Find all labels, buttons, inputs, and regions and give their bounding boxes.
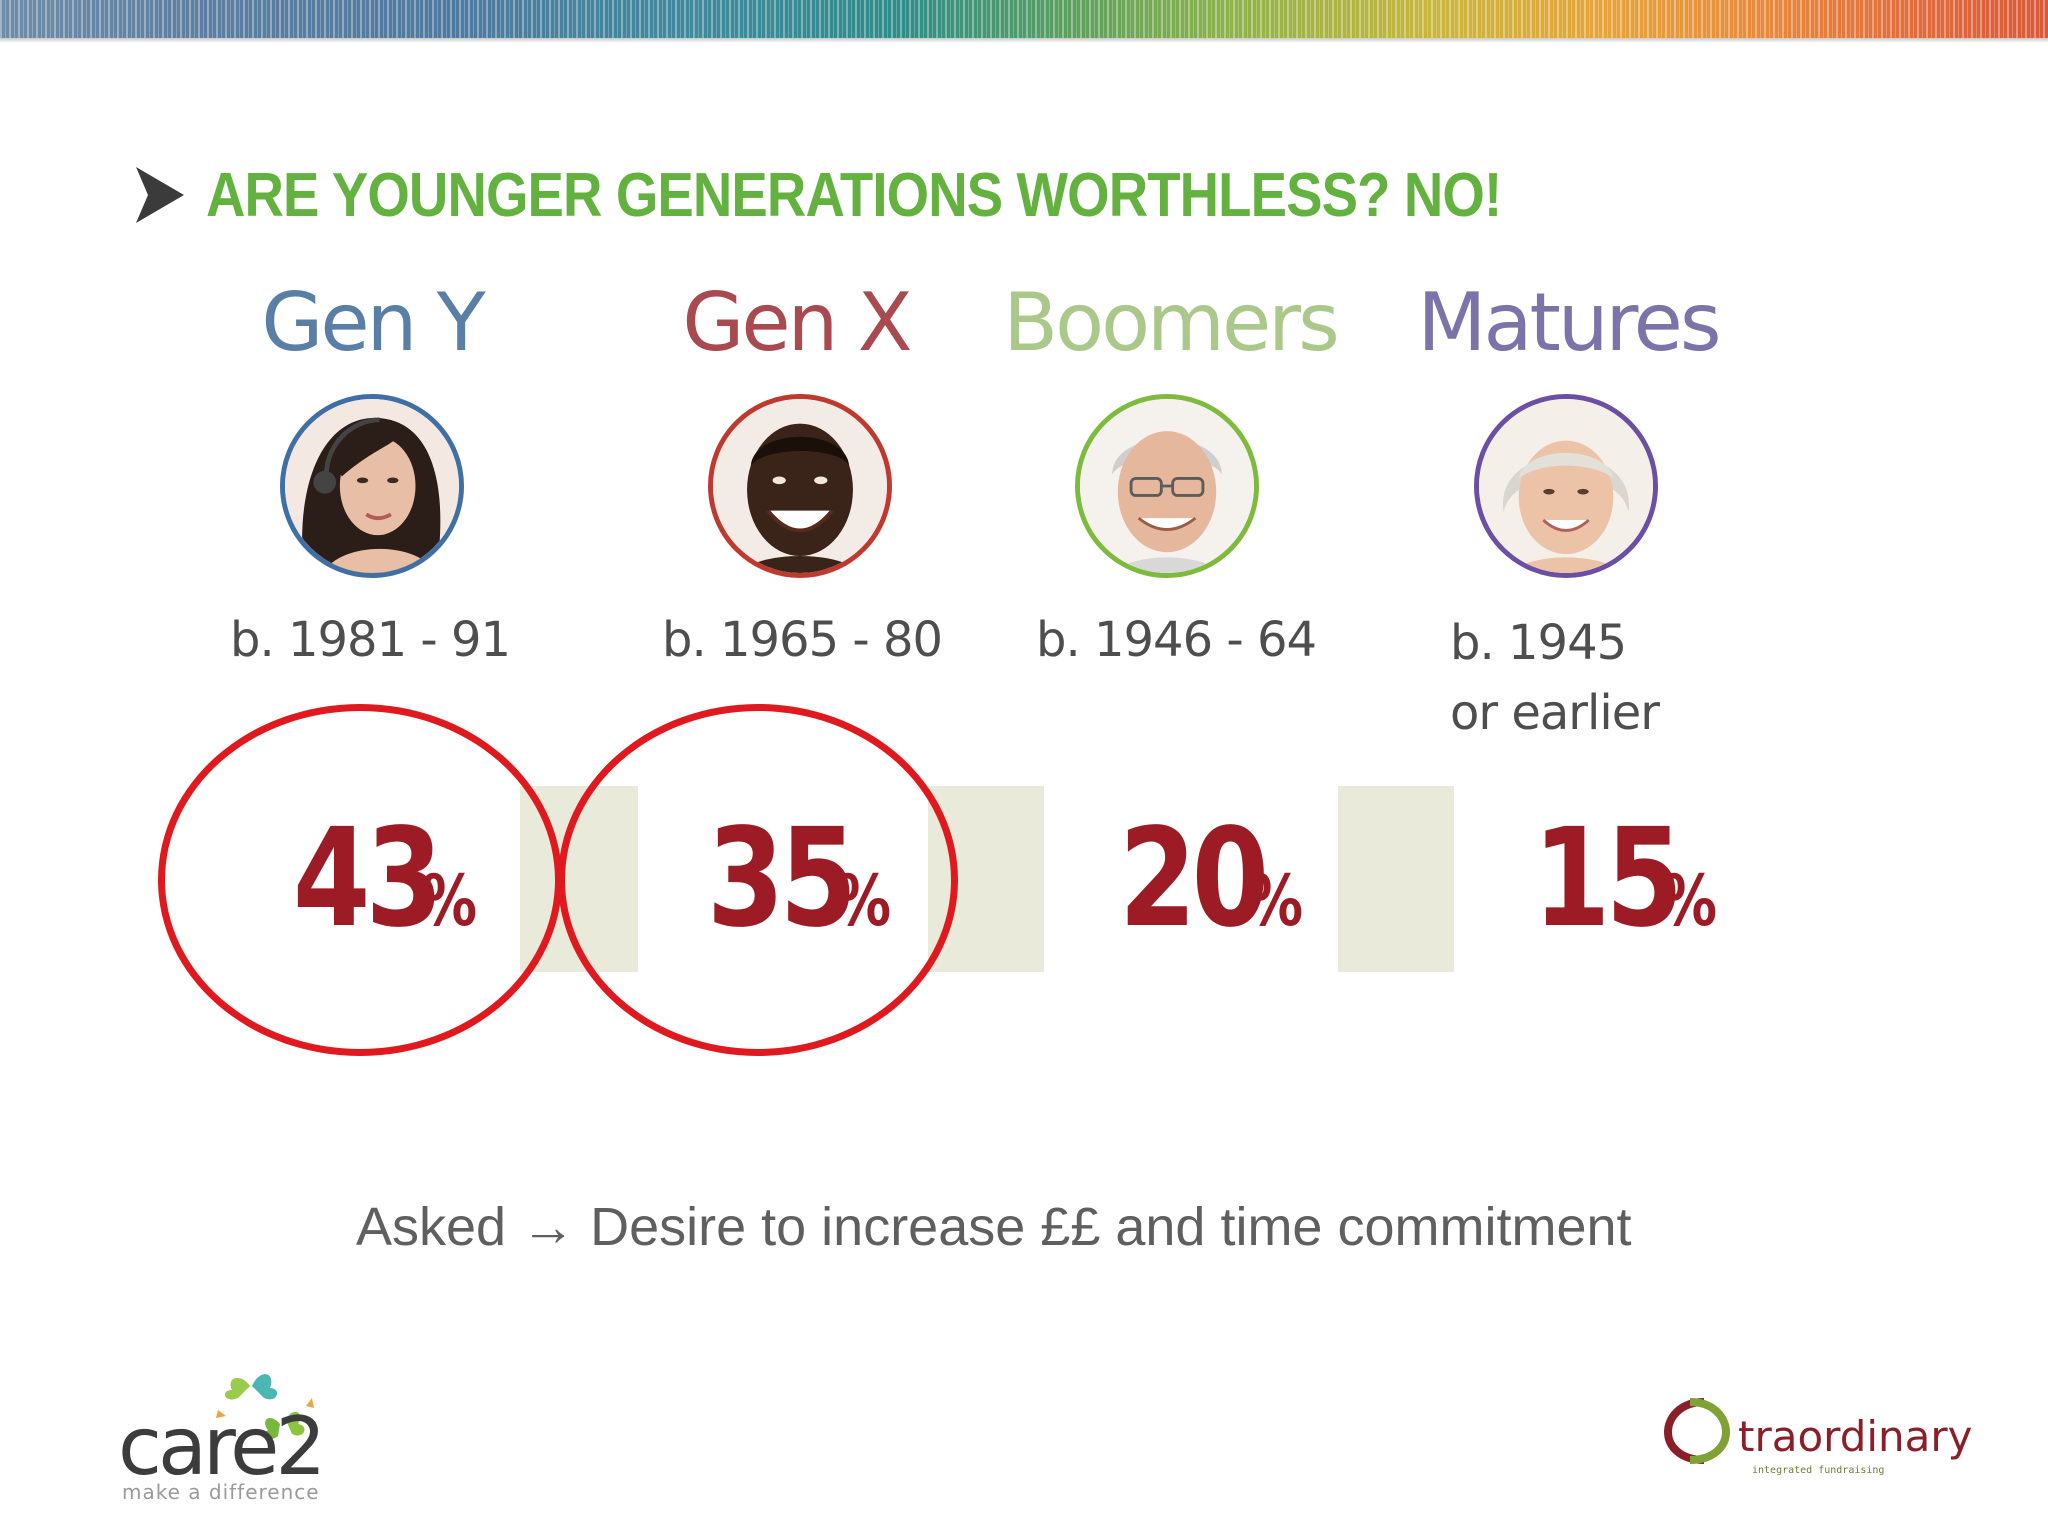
care2-logo [216,1374,314,1440]
highlight-ring-gen-y [158,704,562,1056]
boomer-avatar [1075,394,1259,578]
band-segment [1338,786,1454,972]
percent-matures-value: 15 [1533,800,1683,958]
xtraordinary-wordmark: traordinary [1738,1412,1973,1461]
slide-title-row: ARE YOUNGER GENERATIONS WORTHLESS? NO! [132,150,1678,240]
xtraordinary-logo [1663,1398,1731,1464]
born-gen-y: b. 1981 - 91 [229,612,511,668]
percent-boomers-symbol: % [1246,860,1303,942]
born-gen-x: b. 1965 - 80 [661,612,943,668]
x-mark-icon [1663,1398,1705,1464]
born-matures-line2: or earlier [1450,685,1660,741]
gen-name-boomers: Boomers [1003,276,1340,369]
gen-name-matures: Matures [1417,276,1721,369]
care2-wordmark: care2 [118,1400,326,1493]
percent-matures: 15% [1466,800,1766,958]
gen-name-gen-x: Gen X [682,276,912,369]
decorative-color-strip [0,0,2048,43]
percent-boomers: 20% [1052,800,1352,958]
slide-title: ARE YOUNGER GENERATIONS WORTHLESS? NO! [206,160,1502,230]
survey-note: Asked → Desire to increase ££ and time c… [356,1197,1632,1257]
gen-y-avatar [280,394,464,578]
percent-boomers-value: 20 [1119,800,1269,958]
mature-avatar [1474,394,1658,578]
xtraordinary-tagline: integrated fundraising [1752,1465,1885,1476]
born-matures: b. 1945 or earlier [1450,608,1810,748]
born-matures-line1: b. 1945 [1450,615,1627,671]
arrow-bullet-icon [136,167,184,223]
butterfly-icon [216,1374,314,1440]
gen-name-gen-y: Gen Y [261,276,485,369]
born-boomers: b. 1946 - 64 [1035,612,1317,668]
care2-tagline: make a difference [122,1480,320,1504]
gen-x-avatar [708,394,892,578]
percent-matures-symbol: % [1660,860,1717,942]
highlight-ring-gen-x [558,704,958,1056]
